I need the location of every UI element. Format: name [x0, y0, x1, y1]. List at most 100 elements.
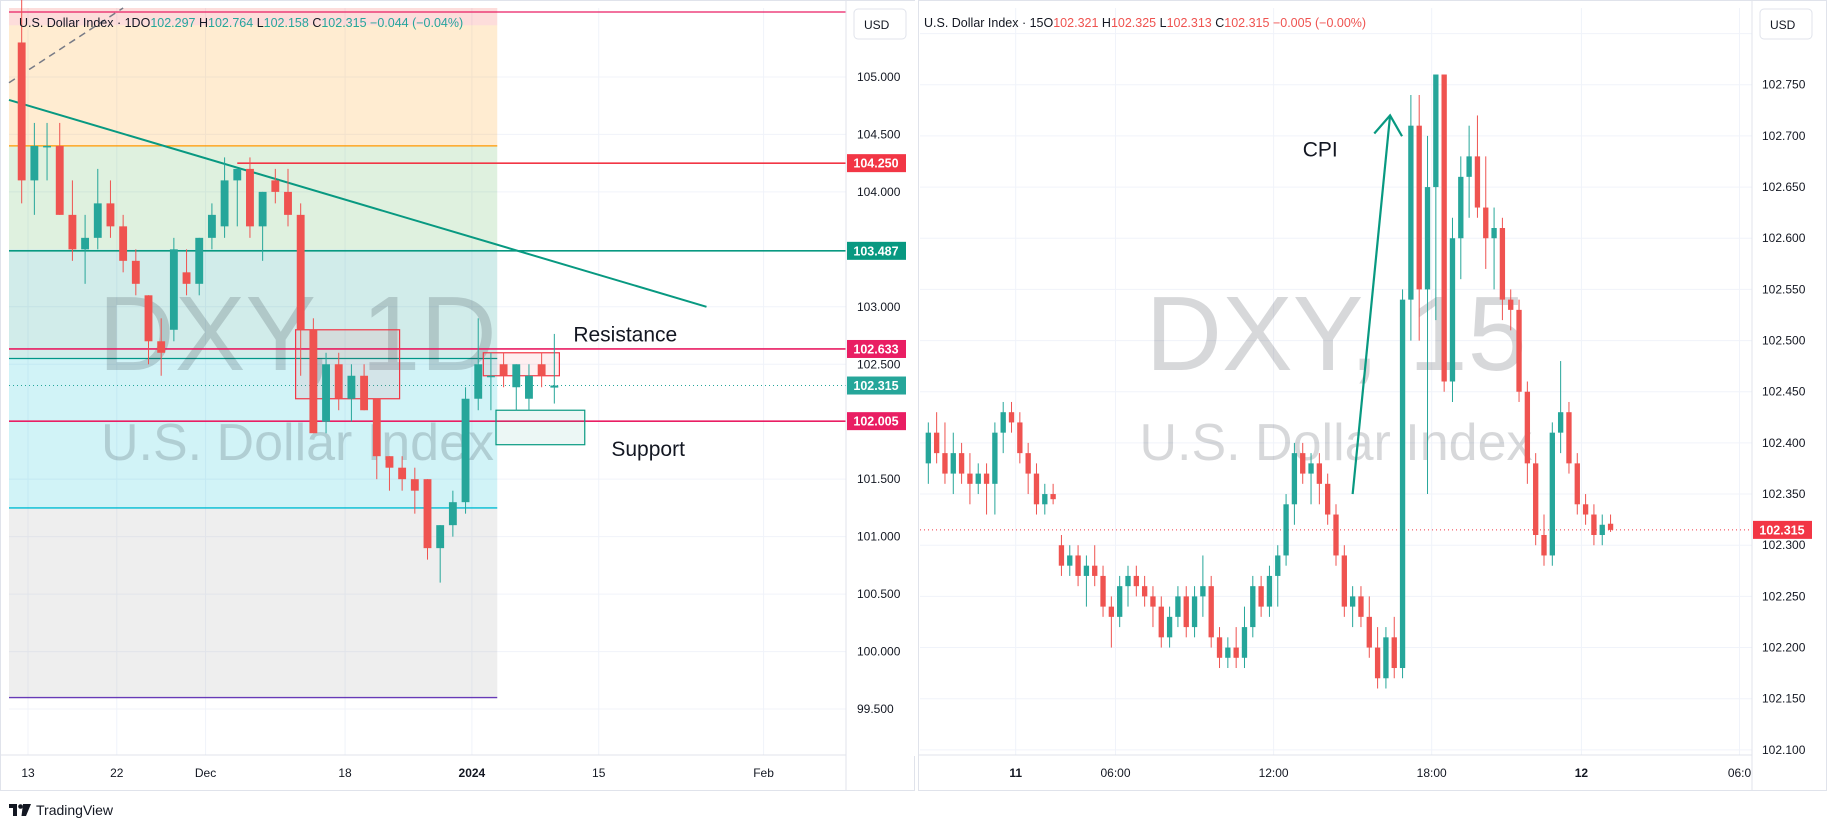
x-tick-label: Dec: [195, 766, 216, 780]
legend-close-value: 102.315: [1224, 16, 1273, 30]
y-tick-label: 102.250: [1762, 589, 1806, 603]
candle: [1258, 575, 1264, 617]
candle-body: [1574, 463, 1580, 505]
candle-body: [360, 375, 369, 411]
zone-box: [495, 409, 586, 446]
candle-body: [1458, 176, 1464, 239]
candle: [1508, 289, 1514, 331]
candle: [1092, 545, 1098, 587]
currency-button[interactable]: [853, 8, 907, 40]
grid: [920, 8, 1752, 755]
candle-body: [1533, 463, 1539, 535]
candle-body: [1399, 299, 1406, 669]
candle: [1399, 289, 1406, 679]
candle-body: [1216, 637, 1223, 658]
candle: [436, 525, 445, 583]
time-axis: 13 22 Dec 18 2024 15 Feb: [0, 754, 846, 780]
candle: [992, 422, 998, 515]
y-tick-label: 102.200: [1762, 641, 1806, 655]
y-tick-label: 100.500: [857, 587, 901, 601]
candle-body: [925, 432, 931, 464]
candle-body: [1582, 504, 1589, 515]
candle: [1050, 483, 1056, 505]
candle: [207, 203, 216, 250]
candle: [1391, 616, 1397, 679]
legend-open-value: 102.321: [1053, 16, 1102, 30]
x-tick-label: 12: [1575, 766, 1589, 780]
price-tag: 103.487: [847, 241, 906, 260]
price-tag-bg: [847, 412, 906, 431]
panel-2: DXY, 15 U.S. Dollar Index CPI 102.100 102.15…: [918, 1, 1820, 790]
currency-button[interactable]: [1759, 8, 1813, 40]
candle-body: [1100, 575, 1106, 607]
candle-body: [1607, 523, 1614, 530]
candle-body: [1358, 596, 1364, 617]
candle: [296, 203, 305, 376]
candle-body: [1541, 534, 1547, 556]
trendline: [8, 98, 707, 308]
candle: [131, 249, 140, 296]
x-tick-label: 06:0: [1728, 766, 1752, 780]
candle: [1524, 381, 1531, 484]
candle: [30, 122, 39, 215]
candle: [983, 463, 990, 515]
candle-body: [461, 398, 470, 503]
candle: [1533, 453, 1539, 546]
candle-body: [1033, 473, 1040, 505]
candle-body: [1208, 586, 1214, 638]
candle: [1557, 361, 1564, 454]
candle: [461, 387, 470, 514]
candle: [1416, 94, 1422, 341]
candle: [309, 318, 318, 434]
candle: [322, 352, 330, 434]
candles: [925, 74, 1614, 689]
candle: [385, 456, 394, 491]
candle: [925, 422, 931, 484]
candle: [81, 214, 90, 284]
candle-body: [1150, 596, 1156, 607]
candle: [182, 249, 191, 296]
legend-high-value: 102.764: [208, 16, 257, 30]
candle-body: [410, 479, 419, 491]
candle: [1474, 115, 1481, 218]
candle-body: [474, 364, 483, 399]
candle-body: [933, 432, 940, 454]
candle-body: [1008, 412, 1015, 423]
candle-body: [1291, 453, 1298, 505]
x-tick-label: 22: [110, 766, 124, 780]
candle-body: [1191, 596, 1198, 628]
candle-body: [1325, 483, 1331, 515]
price-axis: 102.100102.150102.200102.250102.300102.3…: [1751, 1, 1820, 790]
candle: [1175, 586, 1181, 628]
legend-low-label: L: [257, 16, 264, 30]
candle: [933, 412, 940, 464]
candle-body: [1025, 453, 1031, 474]
candle: [410, 467, 419, 514]
candle: [486, 352, 495, 411]
legend-symbol: U.S. Dollar Index: [924, 16, 1019, 30]
fib-band: [9, 25, 498, 146]
candle: [1133, 565, 1139, 597]
candle: [1499, 217, 1506, 321]
candle-body: [1599, 524, 1605, 535]
candle: [1308, 453, 1314, 505]
candle: [550, 333, 559, 404]
candle-body: [1158, 606, 1164, 638]
candle: [1491, 207, 1497, 290]
candle-body: [1374, 647, 1381, 679]
candle: [1216, 627, 1223, 669]
candle: [1349, 586, 1356, 628]
candle: [1025, 442, 1031, 495]
candle: [144, 295, 153, 365]
candle-body: [1591, 514, 1597, 535]
candle-body: [233, 168, 242, 181]
panel-1: DXY, 1DU.S. Dollar Index Resistance Suppor…: [0, 0, 915, 790]
y-tick-label: 102.650: [1762, 180, 1806, 194]
ohlc-legend: U.S. Dollar Index · 15O102.321 H102.325 …: [924, 16, 1366, 30]
candles: [17, 0, 559, 583]
legend-open-label: O: [1044, 16, 1054, 30]
candle: [1433, 74, 1439, 321]
candle-body: [1433, 74, 1439, 188]
candle: [246, 157, 254, 238]
